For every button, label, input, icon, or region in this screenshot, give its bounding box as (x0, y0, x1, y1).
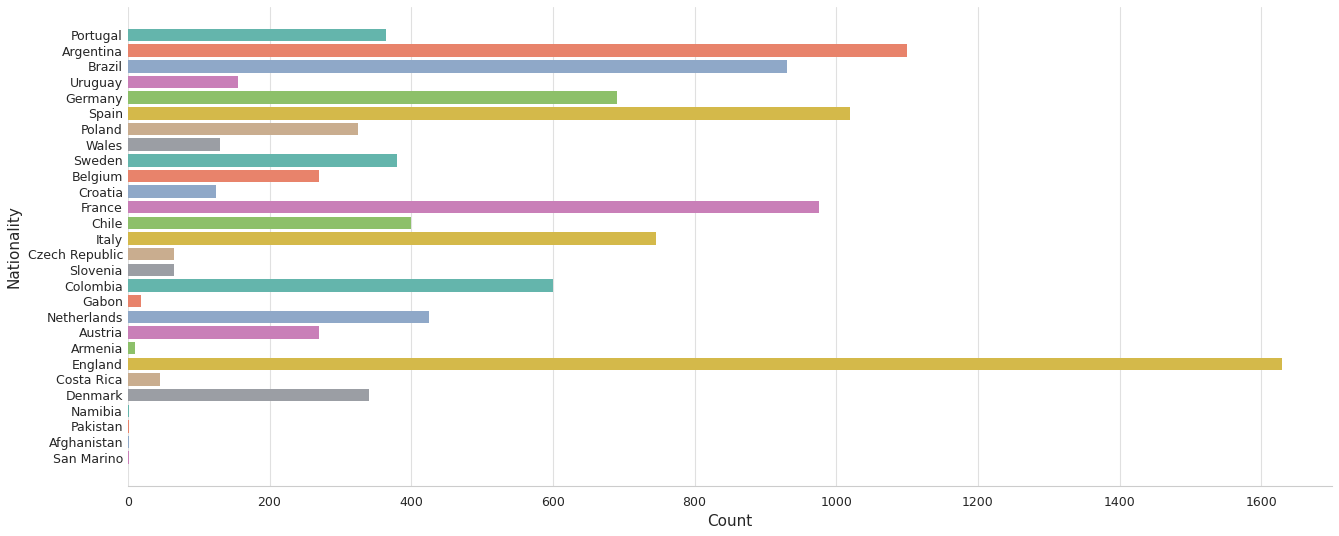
Bar (127, 169, 319, 182)
Bar (127, 185, 217, 198)
Bar (127, 60, 786, 72)
Bar (127, 342, 135, 354)
Bar (127, 154, 398, 167)
Bar (127, 326, 319, 339)
X-axis label: Count: Count (707, 514, 753, 529)
Y-axis label: Nationality: Nationality (7, 205, 21, 288)
Bar (127, 138, 220, 151)
Bar (127, 405, 130, 417)
Bar (127, 420, 130, 433)
Bar (127, 201, 818, 213)
Bar (127, 389, 368, 401)
Bar (127, 264, 174, 276)
Bar (127, 217, 411, 229)
Bar (127, 310, 428, 323)
Bar (127, 44, 907, 57)
Bar (127, 373, 159, 386)
Bar (127, 295, 141, 308)
Bar (127, 358, 1283, 370)
Bar (127, 232, 656, 245)
Bar (127, 76, 237, 88)
Bar (127, 279, 553, 292)
Bar (127, 248, 174, 260)
Bar (127, 107, 850, 120)
Bar (127, 123, 358, 135)
Bar (127, 29, 387, 41)
Bar (127, 91, 617, 104)
